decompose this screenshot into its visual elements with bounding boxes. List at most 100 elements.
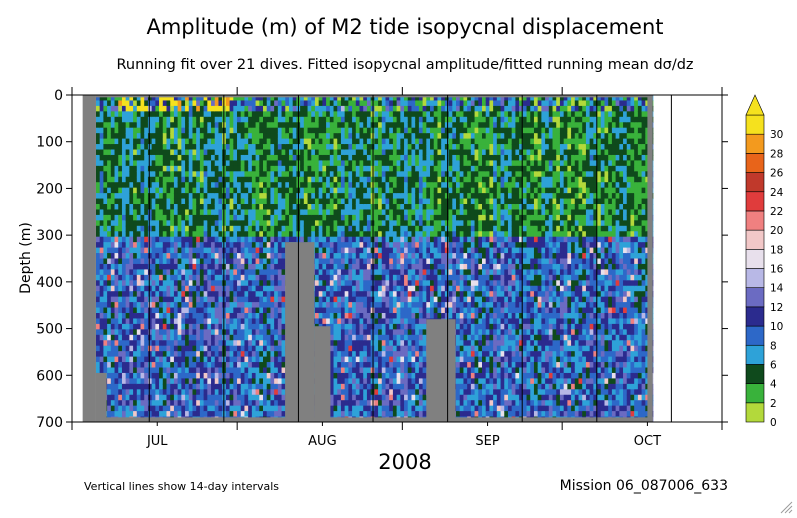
- heatmap-cell: [207, 411, 212, 418]
- heatmap-cell: [344, 182, 349, 189]
- heatmap-cell: [114, 329, 119, 336]
- heatmap-cell: [196, 296, 201, 303]
- heatmap-cell: [263, 274, 268, 281]
- heatmap-cell: [344, 405, 349, 412]
- heatmap-cell: [337, 378, 342, 385]
- heatmap-cell: [281, 362, 286, 369]
- heatmap-cell: [244, 138, 249, 145]
- heatmap-cell: [192, 274, 197, 281]
- heatmap-cell: [188, 204, 194, 211]
- heatmap-cell: [229, 296, 234, 303]
- heatmap-cell: [107, 351, 112, 358]
- heatmap-cell: [237, 389, 242, 396]
- heatmap-cell: [99, 258, 104, 265]
- heatmap-cell: [196, 209, 201, 216]
- heatmap-cell: [244, 165, 249, 172]
- heatmap-cell: [218, 323, 223, 330]
- heatmap-cell: [118, 220, 123, 227]
- heatmap-cell: [255, 138, 260, 145]
- heatmap-cell: [374, 149, 379, 156]
- heatmap-cell: [314, 176, 320, 183]
- heatmap-cell: [118, 165, 123, 172]
- heatmap-cell: [329, 280, 335, 287]
- heatmap-cell: [248, 214, 253, 221]
- heatmap-cell: [125, 329, 130, 336]
- heatmap-cell: [326, 198, 331, 205]
- heatmap-cell: [355, 231, 361, 238]
- heatmap-cell: [159, 127, 164, 134]
- heatmap-cell: [203, 209, 208, 216]
- heatmap-cell: [147, 100, 153, 107]
- heatmap-cell: [214, 405, 220, 412]
- heatmap-cell: [211, 193, 216, 200]
- heatmap-cell: [225, 242, 231, 249]
- heatmap-cell: [240, 400, 246, 407]
- heatmap-cell: [218, 372, 223, 379]
- heatmap-cell: [344, 345, 349, 352]
- heatmap-cell: [229, 372, 234, 379]
- heatmap-cell: [99, 171, 104, 178]
- heatmap-cell: [173, 323, 179, 330]
- heatmap-cell: [140, 351, 145, 358]
- heatmap-cell: [248, 274, 253, 281]
- heatmap-cell: [166, 144, 171, 151]
- heatmap-cell: [144, 383, 149, 390]
- heatmap-cell: [404, 105, 409, 112]
- heatmap-cell: [337, 258, 342, 265]
- heatmap-cell: [340, 247, 346, 254]
- heatmap-cell: [196, 389, 201, 396]
- heatmap-cell: [333, 149, 338, 156]
- heatmap-cell: [307, 95, 312, 102]
- heatmap-cell: [385, 165, 390, 172]
- heatmap-cell: [344, 231, 349, 238]
- heatmap-cell: [162, 389, 168, 396]
- heatmap-cell: [225, 378, 231, 385]
- heatmap-cell: [366, 100, 372, 107]
- heatmap-cell: [121, 149, 127, 156]
- heatmap-cell: [307, 133, 312, 140]
- heatmap-cell: [196, 378, 201, 385]
- heatmap-cell: [155, 144, 160, 151]
- heatmap-cell: [136, 323, 142, 330]
- heatmap-cell: [355, 111, 361, 118]
- heatmap-cell: [103, 116, 108, 123]
- heatmap-cell: [162, 138, 168, 145]
- heatmap-cell: [99, 274, 104, 281]
- heatmap-cell: [355, 291, 361, 298]
- heatmap-cell: [173, 95, 179, 102]
- heatmap-cell: [378, 372, 383, 379]
- heatmap-cell: [192, 176, 197, 183]
- heatmap-cell: [133, 193, 138, 200]
- heatmap-cell: [340, 160, 346, 167]
- heatmap-cell: [237, 280, 242, 287]
- heatmap-cell: [318, 198, 323, 205]
- heatmap-cell: [385, 389, 390, 396]
- heatmap-cell: [274, 122, 279, 129]
- heatmap-cell: [121, 225, 127, 232]
- heatmap-cell: [151, 220, 156, 227]
- heatmap-cell: [392, 351, 398, 358]
- heatmap-cell: [404, 127, 409, 134]
- heatmap-cell: [107, 253, 112, 260]
- heatmap-cell: [237, 165, 242, 172]
- heatmap-cell: [181, 323, 186, 330]
- heatmap-cell: [203, 269, 208, 276]
- heatmap-cell: [177, 313, 182, 320]
- heatmap-cell: [103, 105, 108, 112]
- heatmap-cell: [333, 280, 338, 287]
- heatmap-cell: [270, 204, 275, 211]
- heatmap-cell: [203, 149, 208, 156]
- heatmap-cell: [151, 209, 156, 216]
- heatmap-cell: [277, 209, 283, 216]
- heatmap-cell: [274, 116, 279, 123]
- heatmap-cell: [318, 242, 323, 249]
- heatmap-cell: [118, 138, 123, 145]
- heatmap-cell: [240, 138, 246, 145]
- heatmap-cell: [207, 334, 212, 341]
- heatmap-cell: [255, 204, 260, 211]
- heatmap-cell: [251, 193, 257, 200]
- heatmap-cell: [225, 345, 231, 352]
- heatmap-cell: [159, 171, 164, 178]
- heatmap-cell: [318, 154, 323, 161]
- heatmap-cell: [314, 127, 320, 134]
